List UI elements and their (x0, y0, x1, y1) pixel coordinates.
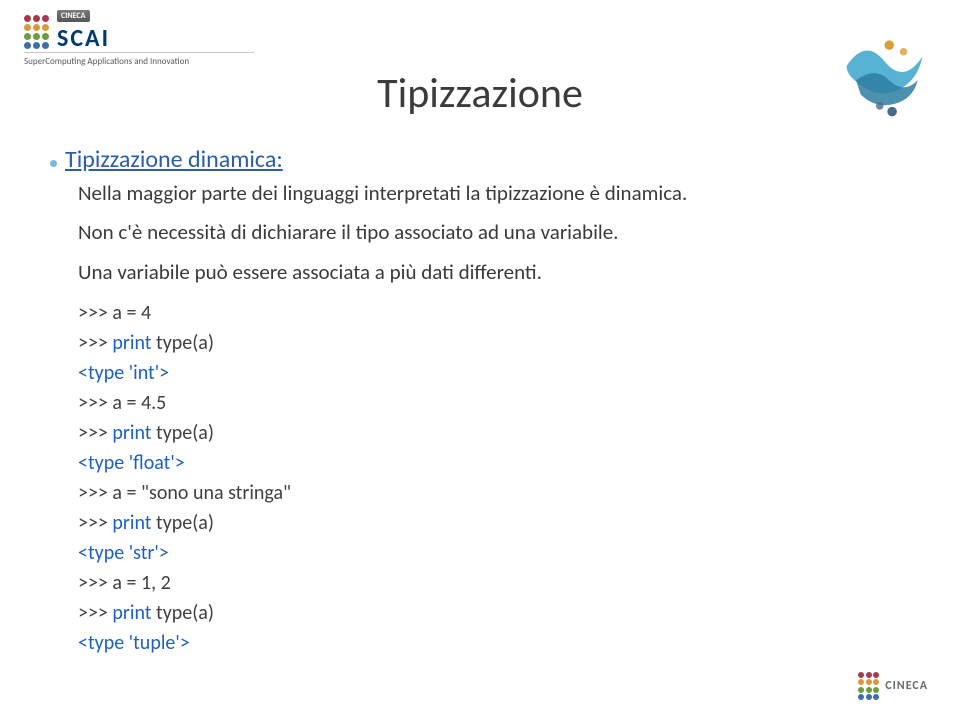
logo-dot-grid (24, 15, 49, 49)
scai-logo: CINECA SCAI (24, 10, 110, 53)
bullet-icon (50, 160, 57, 167)
code-output-3: <type 'str'> (78, 538, 750, 568)
bullet-heading-row: Tipizzazione dinamica: (50, 145, 750, 174)
paragraph-1: Nella maggior parte dei linguaggi interp… (78, 180, 750, 207)
code-line-5: >>> a = "sono una stringa" (78, 478, 750, 508)
code-line-1: >>> a = 4 (78, 298, 750, 328)
slide-title: Tipizzazione (0, 68, 960, 119)
header-subtitle: SuperComputing Applications and Innovati… (24, 52, 254, 67)
logo-text: CINECA SCAI (57, 10, 110, 53)
slide-content: Tipizzazione dinamica: Nella maggior par… (50, 145, 750, 658)
code-output-4: <type 'tuple'> (78, 628, 750, 658)
code-output-1: <type 'int'> (78, 358, 750, 388)
code-line-6: >>> print type(a) (78, 508, 750, 538)
cineca-badge: CINECA (57, 10, 90, 22)
code-line-4: >>> print type(a) (78, 418, 750, 448)
code-line-8: >>> print type(a) (78, 598, 750, 628)
scai-text: SCAI (57, 24, 110, 53)
cineca-footer-logo: CINECA (858, 672, 928, 701)
code-output-2: <type 'float'> (78, 448, 750, 478)
paragraph-2: Non c'è necessità di dichiarare il tipo … (78, 219, 750, 246)
footer-dot-grid (858, 672, 879, 701)
code-line-7: >>> a = 1, 2 (78, 568, 750, 598)
paragraph-3: Una variabile può essere associata a più… (78, 259, 750, 286)
code-line-3: >>> a = 4.5 (78, 388, 750, 418)
section-heading: Tipizzazione dinamica: (65, 145, 283, 174)
code-line-2: >>> print type(a) (78, 328, 750, 358)
cineca-footer-text: CINECA (885, 679, 928, 693)
